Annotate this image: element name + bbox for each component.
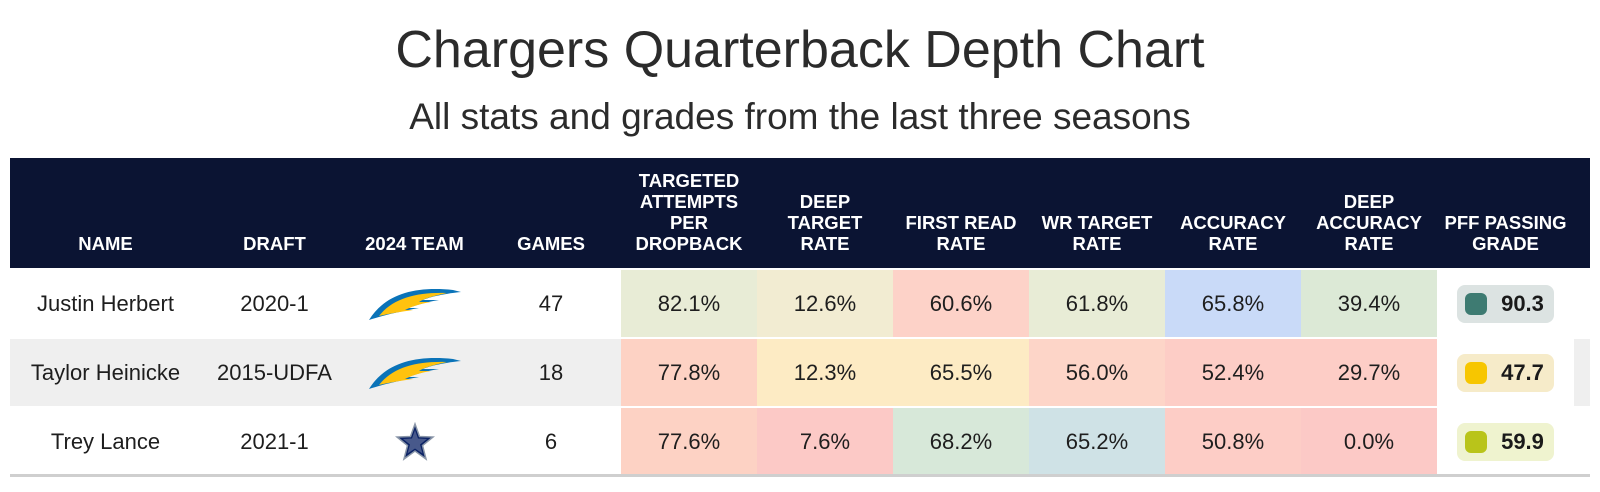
header-label-line: TARGETED xyxy=(638,170,740,191)
header-label-line: ATTEMPTS xyxy=(639,191,739,212)
header-label-line: RATE xyxy=(1344,233,1394,254)
header-wrtr[interactable]: WR TARGET RATE xyxy=(1029,158,1165,268)
header-label-line: DEEP xyxy=(1343,191,1395,212)
cell-tapd: 77.6% xyxy=(621,408,757,475)
header-label-line: RATE xyxy=(1072,233,1122,254)
depth-chart-table: NAME DRAFT 2024 TEAM GAMES TARGETED ATTEMPTS P… xyxy=(10,158,1590,475)
cell-frr: 68.2% xyxy=(893,408,1029,475)
cell-games: 47 xyxy=(538,290,564,316)
cell-grade: 90.3 xyxy=(1437,270,1574,337)
header-label-line: DRAFT xyxy=(243,233,306,254)
header-team[interactable]: 2024 TEAM xyxy=(348,158,481,268)
table-header: NAME DRAFT 2024 TEAM GAMES TARGETED ATTEMPTS P… xyxy=(10,158,1590,268)
cell-dacc: 29.7% xyxy=(1301,339,1437,406)
header-tapd[interactable]: TARGETED ATTEMPTS PER DROPBACK xyxy=(621,158,757,268)
grade-color-swatch xyxy=(1465,430,1488,453)
cell-grade: 59.9 xyxy=(1437,408,1574,475)
table-bottom-divider xyxy=(10,474,1590,477)
table-row[interactable]: Taylor Heinicke 2015-UDFA 18 77.8% 12.3% 65.5… xyxy=(10,339,1590,406)
header-label-line: PFF PASSING xyxy=(1444,212,1567,233)
cell-name: Trey Lance xyxy=(50,428,161,454)
header-grade[interactable]: PFF PASSING GRADE xyxy=(1437,158,1574,268)
cowboys-star-icon xyxy=(348,408,481,475)
header-label-line: GRADE xyxy=(1472,233,1539,254)
cell-frr: 65.5% xyxy=(893,339,1029,406)
chargers-bolt-icon xyxy=(348,270,481,337)
grade-value: 90.3 xyxy=(1501,290,1544,316)
cell-draft: 2021-1 xyxy=(240,428,309,454)
grade-badge: 90.3 xyxy=(1457,284,1554,323)
header-dtr[interactable]: DEEP TARGET RATE xyxy=(757,158,893,268)
cell-wrtr: 56.0% xyxy=(1029,339,1165,406)
header-label-line: TARGET xyxy=(787,212,863,233)
cell-dacc: 0.0% xyxy=(1301,408,1437,475)
header-label-line: DROPBACK xyxy=(635,233,743,254)
cell-name: Taylor Heinicke xyxy=(30,359,181,385)
header-acc[interactable]: ACCURACY RATE xyxy=(1165,158,1301,268)
cell-tapd: 77.8% xyxy=(621,339,757,406)
grade-color-swatch xyxy=(1465,292,1488,315)
header-games[interactable]: GAMES xyxy=(481,158,621,268)
cell-draft: 2015-UDFA xyxy=(217,359,332,385)
header-label-line: WR TARGET xyxy=(1041,212,1153,233)
cell-frr: 60.6% xyxy=(893,270,1029,337)
cell-games: 18 xyxy=(538,359,564,385)
cell-grade: 47.7 xyxy=(1437,339,1574,406)
grade-badge: 59.9 xyxy=(1457,422,1554,461)
table-body: Justin Herbert 2020-1 47 82.1% 12.6% 60.6% 61.… xyxy=(10,270,1590,475)
cell-dacc: 39.4% xyxy=(1301,270,1437,337)
cell-wrtr: 65.2% xyxy=(1029,408,1165,475)
chargers-bolt-icon xyxy=(348,339,481,406)
cell-dtr: 12.6% xyxy=(757,270,893,337)
grade-badge: 47.7 xyxy=(1457,353,1554,392)
header-label-line: FIRST READ xyxy=(905,212,1017,233)
cell-acc: 50.8% xyxy=(1165,408,1301,475)
header-label-line: NAME xyxy=(78,233,133,254)
header-label-line: GAMES xyxy=(517,233,585,254)
table-row[interactable]: Trey Lance 2021-1 6 77.6% 7.6% 68.2% 65.2% 50.8… xyxy=(10,408,1590,475)
cell-tapd: 82.1% xyxy=(621,270,757,337)
header-label-line: DEEP xyxy=(799,191,851,212)
grade-value: 47.7 xyxy=(1501,359,1544,385)
cell-wrtr: 61.8% xyxy=(1029,270,1165,337)
table-row[interactable]: Justin Herbert 2020-1 47 82.1% 12.6% 60.6% 61.… xyxy=(10,270,1590,337)
header-label-line: ACCURACY xyxy=(1180,212,1286,233)
header-label-line: RATE xyxy=(800,233,850,254)
cell-acc: 52.4% xyxy=(1165,339,1301,406)
header-label-line: PER xyxy=(669,212,709,233)
cell-draft: 2020-1 xyxy=(240,290,309,316)
header-label-line: RATE xyxy=(1208,233,1258,254)
page-subtitle: All stats and grades from the last three… xyxy=(409,96,1191,137)
cell-dtr: 12.3% xyxy=(757,339,893,406)
cell-games: 6 xyxy=(544,428,558,454)
header-draft[interactable]: DRAFT xyxy=(201,158,348,268)
header-frr[interactable]: FIRST READ RATE xyxy=(893,158,1029,268)
cell-acc: 65.8% xyxy=(1165,270,1301,337)
grade-value: 59.9 xyxy=(1501,428,1544,454)
header-label-line: RATE xyxy=(936,233,986,254)
header-dacc[interactable]: DEEP ACCURACY RATE xyxy=(1301,158,1437,268)
grade-color-swatch xyxy=(1465,361,1488,384)
header-name[interactable]: NAME xyxy=(10,158,201,268)
header-label-line: 2024 TEAM xyxy=(365,233,464,254)
page-title: Chargers Quarterback Depth Chart xyxy=(395,21,1205,79)
cell-dtr: 7.6% xyxy=(757,408,893,475)
header-label-line: ACCURACY xyxy=(1316,212,1422,233)
cell-name: Justin Herbert xyxy=(37,290,174,316)
